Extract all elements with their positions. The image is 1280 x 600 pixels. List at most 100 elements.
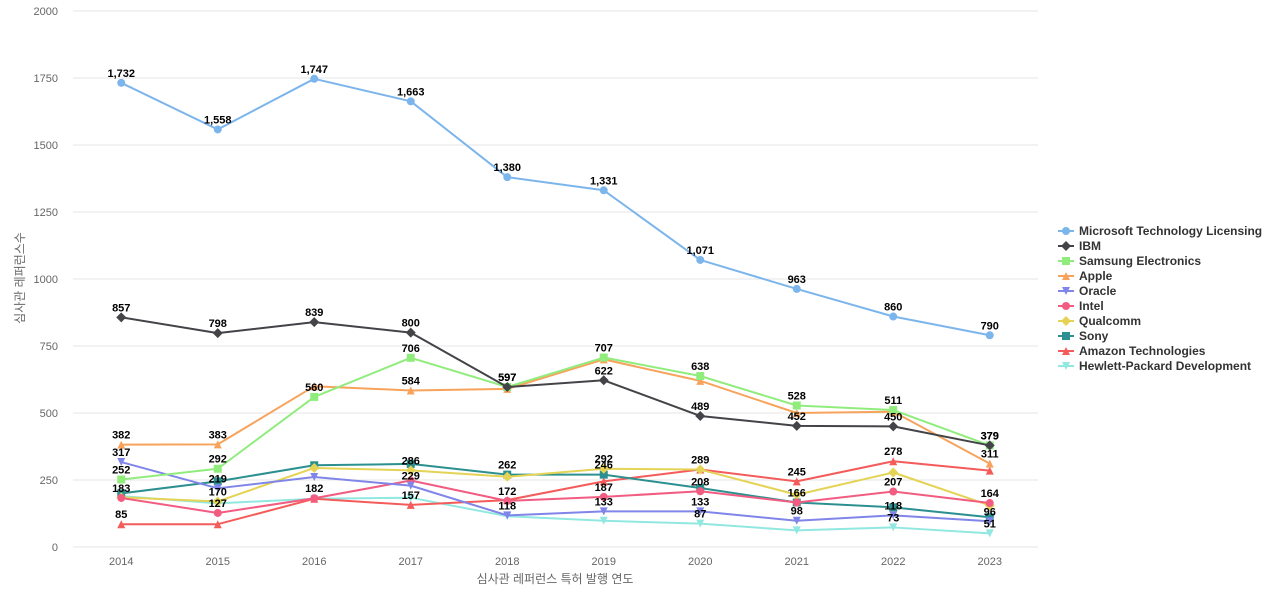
data-point[interactable] xyxy=(889,312,898,321)
series-line[interactable] xyxy=(121,460,990,526)
data-point[interactable] xyxy=(406,353,415,362)
data-point[interactable] xyxy=(599,507,608,516)
data-point[interactable] xyxy=(406,481,415,490)
series-line[interactable] xyxy=(120,461,990,523)
data-point[interactable] xyxy=(888,421,899,432)
data-point[interactable] xyxy=(792,409,801,417)
data-point[interactable] xyxy=(310,494,319,503)
legend-item[interactable]: Sony xyxy=(1058,329,1109,343)
data-point[interactable] xyxy=(985,499,994,508)
data-point[interactable] xyxy=(985,466,994,475)
data-point[interactable] xyxy=(406,386,415,395)
legend-item[interactable]: Oracle xyxy=(1058,284,1117,298)
data-point[interactable] xyxy=(502,382,513,393)
data-point[interactable] xyxy=(406,97,415,106)
series-line[interactable] xyxy=(121,358,991,465)
legend-item[interactable]: Microsoft Technology Licensing xyxy=(1058,224,1262,238)
series-line[interactable] xyxy=(121,316,990,447)
data-point[interactable] xyxy=(117,78,126,87)
legend-item[interactable]: Intel xyxy=(1058,299,1104,313)
data-point[interactable] xyxy=(792,401,801,410)
data-point[interactable] xyxy=(309,317,320,328)
data-point[interactable] xyxy=(889,406,898,415)
data-point[interactable] xyxy=(695,464,706,475)
data-point[interactable] xyxy=(405,465,416,476)
data-point[interactable] xyxy=(889,511,898,520)
data-point[interactable] xyxy=(791,420,802,431)
data-point[interactable] xyxy=(406,493,415,502)
data-point[interactable] xyxy=(117,458,126,467)
data-point[interactable] xyxy=(888,467,899,478)
data-point[interactable] xyxy=(405,327,416,338)
data-point[interactable] xyxy=(889,503,898,512)
legend-item[interactable]: Qualcomm xyxy=(1058,314,1141,328)
data-point[interactable] xyxy=(985,529,994,538)
data-point[interactable] xyxy=(599,492,608,501)
data-point[interactable] xyxy=(117,520,126,529)
data-point[interactable] xyxy=(696,372,705,381)
series-line[interactable] xyxy=(121,495,990,535)
data-point[interactable] xyxy=(599,353,608,362)
data-point[interactable] xyxy=(310,74,319,83)
legend-item[interactable]: Apple xyxy=(1058,269,1113,283)
data-point[interactable] xyxy=(117,475,126,484)
legend-item[interactable]: Amazon Technologies xyxy=(1058,344,1206,358)
data-point[interactable] xyxy=(213,484,222,493)
legend-item[interactable]: Hewlett-Packard Development xyxy=(1058,359,1251,373)
data-point[interactable] xyxy=(213,440,222,449)
data-point[interactable] xyxy=(695,410,706,421)
data-point[interactable] xyxy=(599,470,608,479)
data-point[interactable] xyxy=(889,457,898,466)
data-point[interactable] xyxy=(502,471,513,482)
data-point[interactable] xyxy=(212,328,223,339)
series-line[interactable] xyxy=(121,479,990,514)
data-point[interactable] xyxy=(696,487,705,496)
data-point[interactable] xyxy=(791,489,802,500)
data-point[interactable] xyxy=(309,462,320,473)
data-point[interactable] xyxy=(889,523,898,532)
data-point[interactable] xyxy=(213,125,222,134)
data-point[interactable] xyxy=(985,459,994,468)
data-point[interactable] xyxy=(889,487,898,496)
data-point[interactable] xyxy=(985,331,994,340)
data-point[interactable] xyxy=(792,284,801,293)
data-point[interactable] xyxy=(599,186,608,195)
data-point[interactable] xyxy=(503,511,512,520)
data-point[interactable] xyxy=(406,459,415,468)
series-line[interactable] xyxy=(121,462,990,519)
data-point[interactable] xyxy=(792,498,801,507)
legend[interactable]: Microsoft Technology LicensingIBMSamsung… xyxy=(1058,224,1262,373)
legend-item[interactable]: IBM xyxy=(1058,239,1101,253)
data-point[interactable] xyxy=(696,376,705,385)
data-point[interactable] xyxy=(985,513,994,522)
data-point[interactable] xyxy=(310,473,319,482)
data-point[interactable] xyxy=(213,508,222,517)
series-line[interactable] xyxy=(120,77,990,337)
data-point[interactable] xyxy=(792,526,801,535)
data-point[interactable] xyxy=(117,440,126,449)
data-point[interactable] xyxy=(598,375,609,386)
data-point[interactable] xyxy=(406,500,415,509)
data-point[interactable] xyxy=(117,493,126,502)
data-point[interactable] xyxy=(212,496,223,507)
data-point[interactable] xyxy=(696,255,705,264)
data-point[interactable] xyxy=(792,516,801,525)
data-point[interactable] xyxy=(598,463,609,474)
legend-item[interactable]: Samsung Electronics xyxy=(1058,254,1201,268)
data-point[interactable] xyxy=(599,516,608,525)
data-point[interactable] xyxy=(213,464,222,473)
data-point[interactable] xyxy=(116,312,127,323)
data-point[interactable] xyxy=(985,517,994,526)
data-point[interactable] xyxy=(503,496,512,505)
data-point[interactable] xyxy=(984,440,995,451)
data-point[interactable] xyxy=(599,477,608,486)
series-line[interactable] xyxy=(121,356,991,481)
data-point[interactable] xyxy=(503,173,512,182)
data-point[interactable] xyxy=(792,477,801,486)
data-point[interactable] xyxy=(696,507,705,516)
data-point[interactable] xyxy=(213,520,222,529)
data-point[interactable] xyxy=(213,477,222,486)
data-point[interactable] xyxy=(310,382,319,391)
data-point[interactable] xyxy=(310,392,319,401)
series-line[interactable] xyxy=(121,466,991,507)
